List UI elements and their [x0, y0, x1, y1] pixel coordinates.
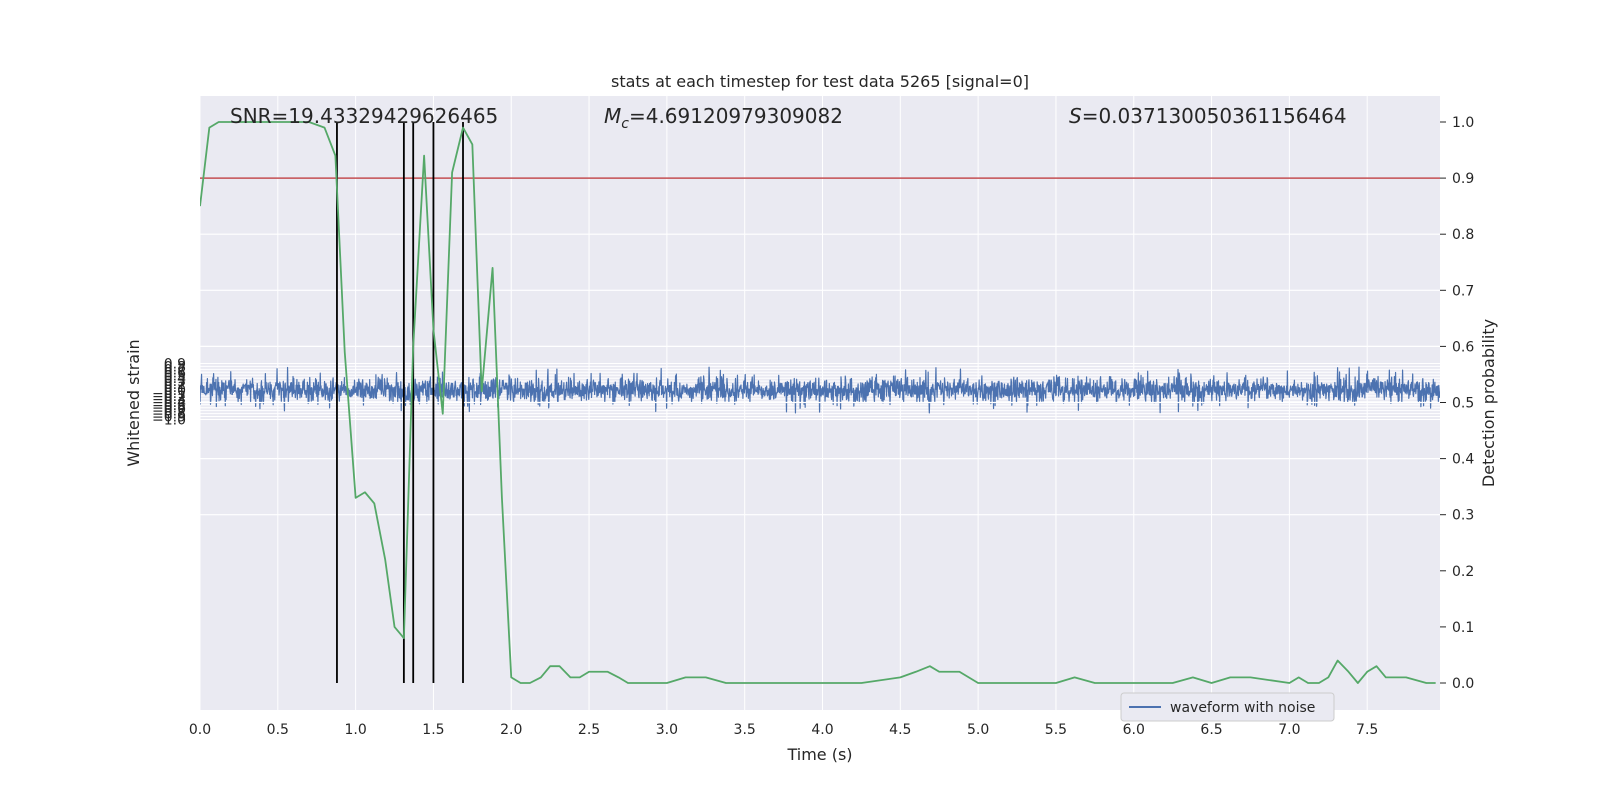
y-left-tick-label: −0.1 — [152, 386, 186, 402]
y-left-tick-label: −0.3 — [152, 392, 186, 408]
y-right-tick-label: 0.3 — [1452, 508, 1474, 524]
x-tick-label: 0.0 — [189, 722, 211, 738]
x-tick-label: 2.5 — [578, 722, 600, 738]
x-tick-label: 5.5 — [1045, 722, 1067, 738]
chart-title: stats at each timestep for test data 526… — [611, 72, 1029, 91]
y-right-tick-label: 0.6 — [1452, 339, 1474, 355]
y-right-tick-label: 0.0 — [1452, 676, 1474, 692]
x-tick-label: 3.5 — [734, 722, 756, 738]
y-left-tick-label: 0.0 — [164, 383, 186, 399]
y-left-tick-label: −1.0 — [152, 413, 186, 429]
legend-box — [1120, 692, 1335, 722]
x-tick-label: 1.5 — [422, 722, 444, 738]
y-left-tick-label: 0.8 — [164, 359, 186, 375]
s-value: =0.037130050361156464 — [1082, 104, 1347, 128]
x-tick-label: 6.5 — [1200, 722, 1222, 738]
chirp-mass-subscript: c — [621, 116, 629, 132]
y-right-tick-label: 0.5 — [1452, 396, 1474, 412]
y-axis-left-ticks: 0.90.80.70.60.50.40.30.20.10.0−0.1−0.2−0… — [152, 356, 186, 428]
legend-label: waveform with noise — [1170, 700, 1315, 716]
probability-line — [200, 121, 1436, 684]
y-axis-right-label: Detection probability — [1479, 319, 1498, 487]
x-tick-label: 3.0 — [656, 722, 678, 738]
y-right-tick-label: 0.1 — [1452, 620, 1474, 636]
x-tick-label: 7.5 — [1356, 722, 1378, 738]
x-tick-label: 7.0 — [1278, 722, 1300, 738]
y-left-tick-label: −0.8 — [152, 407, 186, 423]
y-left-tick-label: 0.5 — [164, 368, 186, 384]
y-left-tick-label: 0.6 — [164, 365, 186, 381]
y-left-tick-label: 0.1 — [164, 380, 186, 396]
x-tick-label: 5.0 — [967, 722, 989, 738]
s-stat: S=0.037130050361156464 — [1069, 104, 1347, 128]
vertical-markers — [336, 122, 464, 683]
waveform-line — [200, 366, 1440, 414]
y-left-tick-label: 0.7 — [164, 362, 186, 378]
chirp-mass-symbol: M — [604, 104, 621, 128]
y-left-tick-label: −0.5 — [152, 398, 186, 414]
x-axis-ticks: 0.0 0.5 1.0 1.5 2.0 2.5 3.0 3.5 4.0 4.5 5.0 5.5 6.0 6… — [189, 722, 1378, 738]
y-left-tick-label: 0.4 — [164, 371, 186, 387]
x-tick-label: 2.0 — [500, 722, 522, 738]
y-left-tick-label: −0.6 — [152, 401, 186, 417]
waveform-band-gridlines — [200, 233, 1440, 516]
waveform-series — [200, 366, 1440, 414]
y-left-tick-label: −0.2 — [152, 389, 186, 405]
s-symbol: S — [1069, 104, 1082, 128]
y-right-tick-label: 0.7 — [1452, 283, 1474, 299]
y-axis-left-label: Whitened strain — [124, 339, 143, 466]
x-tick-label: 0.5 — [267, 722, 289, 738]
snr-stat: SNR=19.43329429626465 — [230, 104, 498, 128]
probability-series — [200, 121, 1436, 684]
y-left-tick-label: −0.7 — [152, 404, 186, 420]
y-left-tick-label: −0.9 — [152, 410, 186, 426]
y-left-tick-label: 0.9 — [164, 356, 186, 372]
x-tick-label: 4.5 — [889, 722, 911, 738]
x-tick-label: 1.0 — [344, 722, 366, 738]
x-tick-label: 4.0 — [811, 722, 833, 738]
y-right-tick-label: 0.9 — [1452, 171, 1474, 187]
chirp-mass-value: =4.69120979309082 — [629, 104, 843, 128]
chirp-mass-stat: Mc=4.69120979309082 — [604, 104, 843, 132]
y-right-tick-label: 0.4 — [1452, 452, 1474, 468]
y-left-tick-label: −0.4 — [152, 395, 186, 411]
x-tick-label: 6.0 — [1123, 722, 1145, 738]
y-left-tick-label: 0.2 — [164, 377, 186, 393]
y-left-tick-label: 0.3 — [164, 374, 186, 390]
legend: waveform with noise — [1120, 692, 1335, 722]
x-axis-label: Time (s) — [786, 745, 852, 764]
y-axis-right-ticks: 1.0 0.9 0.8 0.7 0.6 0.5 0.4 0.3 0.2 0.1 0.0 — [1440, 115, 1474, 692]
y-right-tick-label: 0.8 — [1452, 227, 1474, 243]
y-right-tick-label: 0.2 — [1452, 564, 1474, 580]
y-right-tick-label: 1.0 — [1452, 115, 1474, 131]
